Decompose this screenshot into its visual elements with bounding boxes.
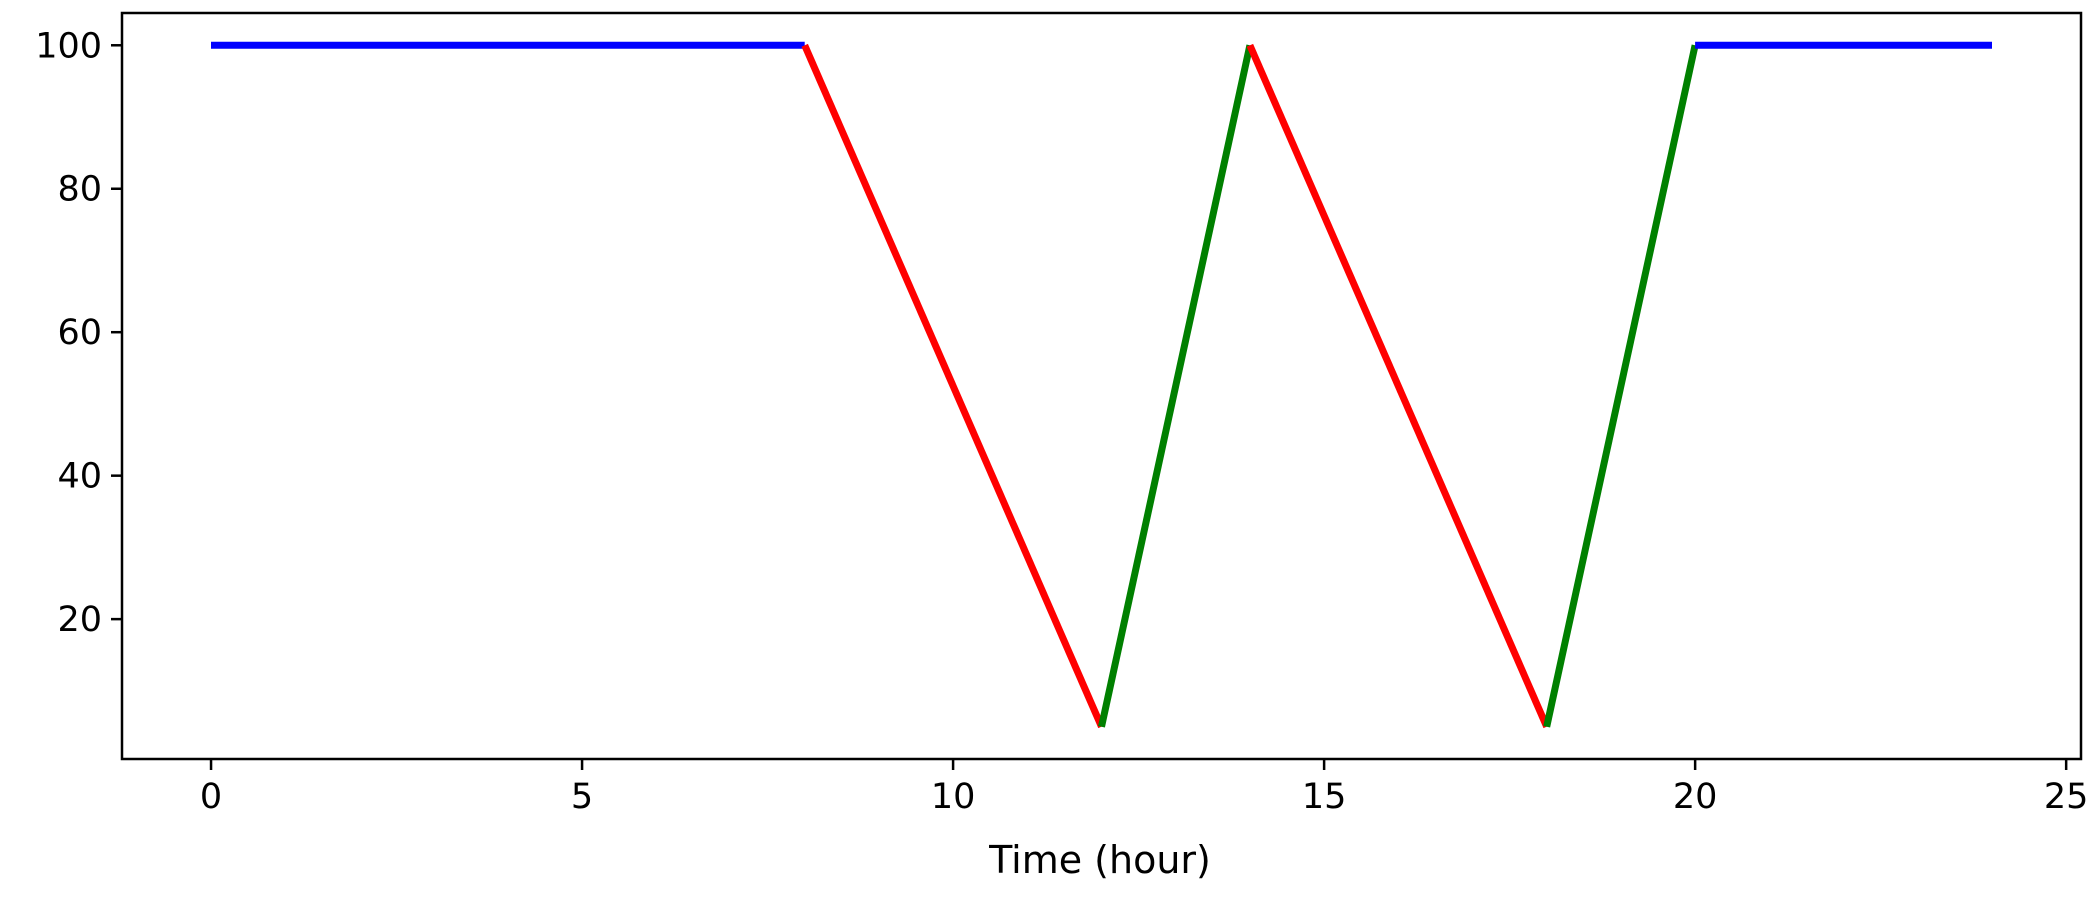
x-tick-label: 25 (2044, 777, 2089, 817)
y-tick-label: 40 (57, 457, 102, 497)
axes: 0 5 10 15 20 25 20 40 60 80 100 (35, 11, 2089, 817)
x-tick-label: 10 (931, 777, 976, 817)
series-segment-2 (801, 43, 1105, 729)
y-tick-label: 80 (57, 170, 102, 210)
y-tick-label: 20 (57, 600, 102, 640)
x-tick-label: 5 (571, 777, 593, 817)
y-tick-label: 100 (35, 26, 102, 66)
series-segment-3 (1098, 44, 1254, 728)
y-tick-label: 60 (57, 313, 102, 353)
x-tick-label: 15 (1302, 777, 1347, 817)
series-segment-4 (1246, 43, 1550, 729)
plot-area (211, 41, 1992, 729)
series-segment-5 (1543, 44, 1699, 728)
x-tick-label: 0 (200, 777, 222, 817)
x-axis-title: Time (hour) (988, 838, 1211, 882)
x-tick-label: 20 (1673, 777, 1718, 817)
plot-frame (120, 11, 2083, 761)
